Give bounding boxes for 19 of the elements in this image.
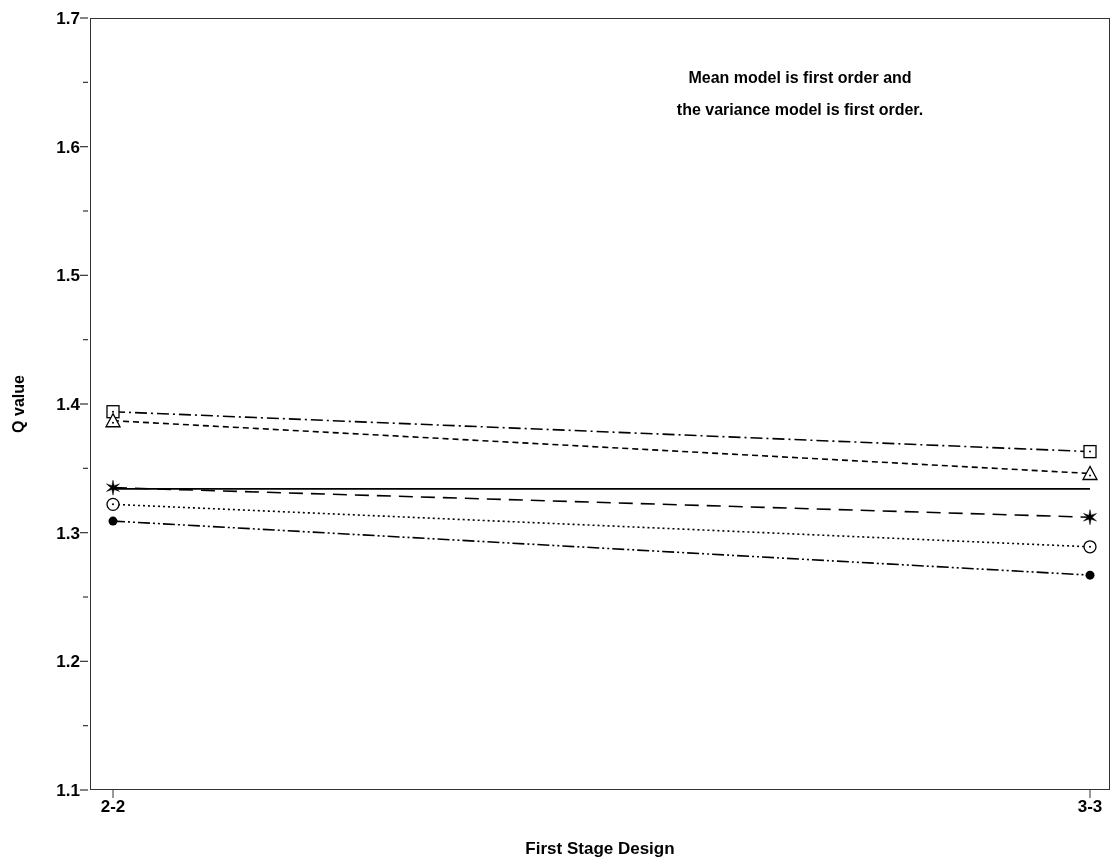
y-tick-label: 1.3 xyxy=(56,523,80,543)
y-tick-label: 1.4 xyxy=(56,395,81,414)
point xyxy=(1085,570,1095,580)
x-axis-title: First Stage Design xyxy=(525,839,675,858)
point xyxy=(106,497,120,512)
point xyxy=(1083,540,1097,554)
y-tick-label: 1.7 xyxy=(56,9,80,28)
y-axis-title: Q value xyxy=(9,375,27,433)
x-tick-label: 2-2 xyxy=(100,797,126,817)
y-tick-label: 1.1 xyxy=(56,781,80,800)
x-tick-label: 3-3 xyxy=(1077,797,1103,817)
y-tick-label: 1.5 xyxy=(56,266,80,286)
point xyxy=(1083,509,1097,525)
y-tick-label: 1.6 xyxy=(56,137,80,157)
y-tick-label: 1.2 xyxy=(56,652,80,672)
point xyxy=(108,516,118,526)
annotation: Mean model is first order and the variance model is first order. xyxy=(675,68,925,120)
point xyxy=(1083,444,1097,459)
point xyxy=(106,479,120,496)
